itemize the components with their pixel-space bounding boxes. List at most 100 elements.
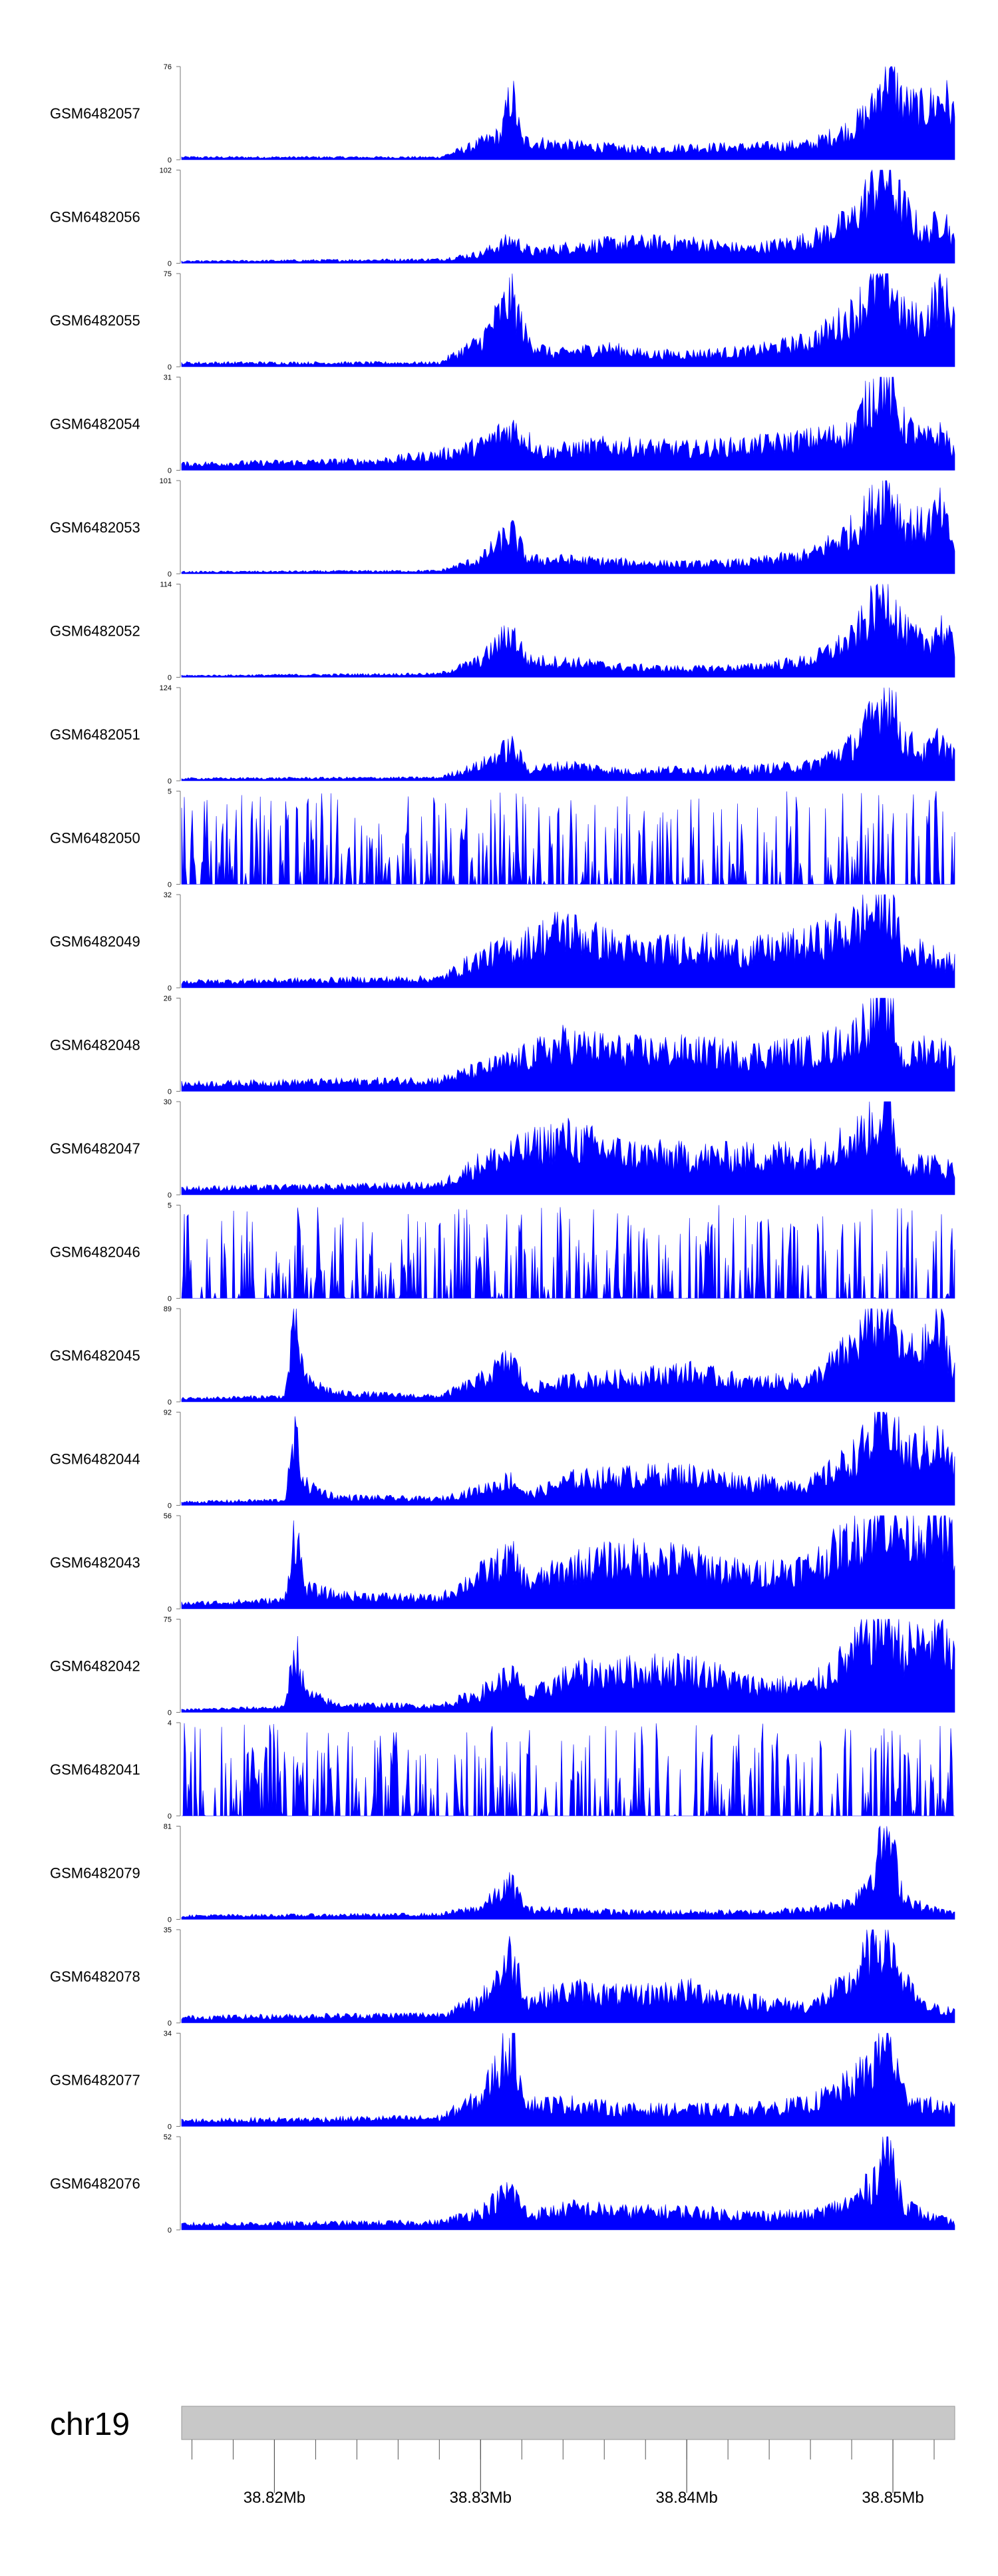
y-zero-label: 0 bbox=[168, 2123, 172, 2131]
y-max-label: 114 bbox=[160, 581, 172, 589]
coverage-area bbox=[181, 1308, 955, 1402]
track-label: GSM6482056 bbox=[50, 209, 140, 226]
track-label: GSM6482077 bbox=[50, 2072, 140, 2089]
track-label: GSM6482076 bbox=[50, 2175, 140, 2192]
track-GSM6482045: GSM6482045 89 0 bbox=[50, 1305, 955, 1406]
track-label: GSM6482045 bbox=[50, 1347, 140, 1364]
y-max-label: 30 bbox=[164, 1098, 172, 1106]
track-GSM6482042: GSM6482042 75 0 bbox=[50, 1616, 955, 1717]
coverage-area bbox=[181, 791, 955, 885]
coverage-area bbox=[181, 1412, 955, 1506]
track-GSM6482079: GSM6482079 81 0 bbox=[50, 1823, 955, 1924]
y-max-label: 56 bbox=[164, 1512, 172, 1520]
track-GSM6482056: GSM6482056 102 0 bbox=[50, 167, 955, 268]
track-label: GSM6482052 bbox=[50, 623, 140, 640]
coverage-area bbox=[181, 1515, 955, 1610]
track-label: GSM6482054 bbox=[50, 416, 140, 433]
x-tick-label: 38.84Mb bbox=[655, 2489, 717, 2507]
y-zero-label: 0 bbox=[168, 1191, 172, 1199]
y-max-label: 35 bbox=[164, 1926, 172, 1934]
x-tick-label: 38.85Mb bbox=[862, 2489, 923, 2507]
y-max-label: 4 bbox=[168, 1719, 172, 1727]
y-max-label: 75 bbox=[164, 270, 172, 278]
track-label: GSM6482051 bbox=[50, 726, 140, 743]
track-GSM6482077: GSM6482077 34 0 bbox=[50, 2030, 955, 2131]
y-zero-label: 0 bbox=[168, 1709, 172, 1717]
coverage-area bbox=[181, 377, 955, 471]
track-label: GSM6482053 bbox=[50, 519, 140, 536]
y-zero-label: 0 bbox=[168, 1502, 172, 1510]
y-zero-label: 0 bbox=[168, 1295, 172, 1303]
track-GSM6482047: GSM6482047 30 0 bbox=[50, 1098, 955, 1199]
track-GSM6482055: GSM6482055 75 0 bbox=[50, 270, 955, 371]
track-label: GSM6482043 bbox=[50, 1554, 140, 1571]
y-max-label: 81 bbox=[164, 1823, 172, 1831]
y-max-label: 32 bbox=[164, 891, 172, 899]
y-max-label: 34 bbox=[164, 2030, 172, 2038]
track-label: GSM6482079 bbox=[50, 1865, 140, 1882]
y-zero-label: 0 bbox=[168, 1088, 172, 1096]
coverage-area bbox=[182, 1723, 955, 1817]
track-GSM6482053: GSM6482053 101 0 bbox=[50, 477, 955, 578]
y-zero-label: 0 bbox=[168, 881, 172, 889]
y-max-label: 75 bbox=[164, 1616, 172, 1624]
coverage-area bbox=[181, 1101, 955, 1195]
chromosome-ideogram bbox=[181, 2406, 955, 2440]
coverage-area bbox=[181, 1825, 955, 1920]
y-zero-label: 0 bbox=[168, 363, 172, 371]
y-max-label: 5 bbox=[168, 788, 172, 796]
track-label: GSM6482057 bbox=[50, 105, 140, 122]
y-max-label: 76 bbox=[164, 63, 172, 71]
chromosome-label: chr19 bbox=[50, 2407, 130, 2442]
y-zero-label: 0 bbox=[168, 1606, 172, 1613]
track-label: GSM6482044 bbox=[50, 1451, 140, 1468]
coverage-area bbox=[181, 2033, 955, 2127]
track-GSM6482046: GSM6482046 5 0 bbox=[50, 1202, 955, 1303]
track-GSM6482041: GSM6482041 4 0 bbox=[50, 1719, 955, 1821]
coverage-area bbox=[181, 687, 955, 781]
track-GSM6482051: GSM6482051 124 0 bbox=[50, 684, 955, 785]
track-label: GSM6482041 bbox=[50, 1761, 140, 1778]
y-zero-label: 0 bbox=[168, 570, 172, 578]
coverage-area bbox=[181, 480, 955, 574]
y-max-label: 31 bbox=[164, 374, 172, 382]
y-max-label: 124 bbox=[160, 684, 172, 692]
y-max-label: 92 bbox=[164, 1409, 172, 1417]
coverage-area bbox=[181, 272, 955, 367]
track-label: GSM6482047 bbox=[50, 1140, 140, 1157]
y-max-label: 101 bbox=[160, 477, 172, 485]
track-label: GSM6482046 bbox=[50, 1244, 140, 1261]
y-zero-label: 0 bbox=[168, 2020, 172, 2028]
track-label: GSM6482078 bbox=[50, 1968, 140, 1985]
y-zero-label: 0 bbox=[168, 1813, 172, 1821]
track-GSM6482052: GSM6482052 114 0 bbox=[50, 581, 955, 682]
y-zero-label: 0 bbox=[168, 2227, 172, 2235]
y-zero-label: 0 bbox=[168, 260, 172, 268]
y-zero-label: 0 bbox=[168, 156, 172, 164]
coverage-area bbox=[181, 1929, 955, 2024]
y-zero-label: 0 bbox=[168, 1398, 172, 1406]
track-GSM6482049: GSM6482049 32 0 bbox=[50, 891, 955, 992]
x-tick-label: 38.83Mb bbox=[450, 2489, 512, 2507]
y-zero-label: 0 bbox=[168, 1916, 172, 1924]
y-zero-label: 0 bbox=[168, 777, 172, 785]
track-label: GSM6482050 bbox=[50, 830, 140, 847]
y-zero-label: 0 bbox=[168, 467, 172, 475]
y-zero-label: 0 bbox=[168, 674, 172, 682]
track-GSM6482044: GSM6482044 92 0 bbox=[50, 1409, 955, 1510]
coverage-area bbox=[181, 169, 955, 264]
y-max-label: 89 bbox=[164, 1305, 172, 1313]
y-max-label: 52 bbox=[164, 2133, 172, 2141]
x-tick-label: 38.82Mb bbox=[244, 2489, 305, 2507]
track-GSM6482043: GSM6482043 56 0 bbox=[50, 1512, 955, 1613]
track-GSM6482057: GSM6482057 76 0 bbox=[50, 63, 955, 164]
track-GSM6482048: GSM6482048 26 0 bbox=[50, 995, 955, 1096]
track-label: GSM6482042 bbox=[50, 1658, 140, 1675]
coverage-area bbox=[181, 1619, 955, 1713]
track-label: GSM6482049 bbox=[50, 933, 140, 950]
track-GSM6482076: GSM6482076 52 0 bbox=[50, 2133, 955, 2235]
coverage-area bbox=[181, 583, 955, 678]
track-GSM6482078: GSM6482078 35 0 bbox=[50, 1926, 955, 2028]
coverage-area bbox=[181, 1205, 955, 1299]
coverage-area bbox=[181, 2136, 955, 2231]
